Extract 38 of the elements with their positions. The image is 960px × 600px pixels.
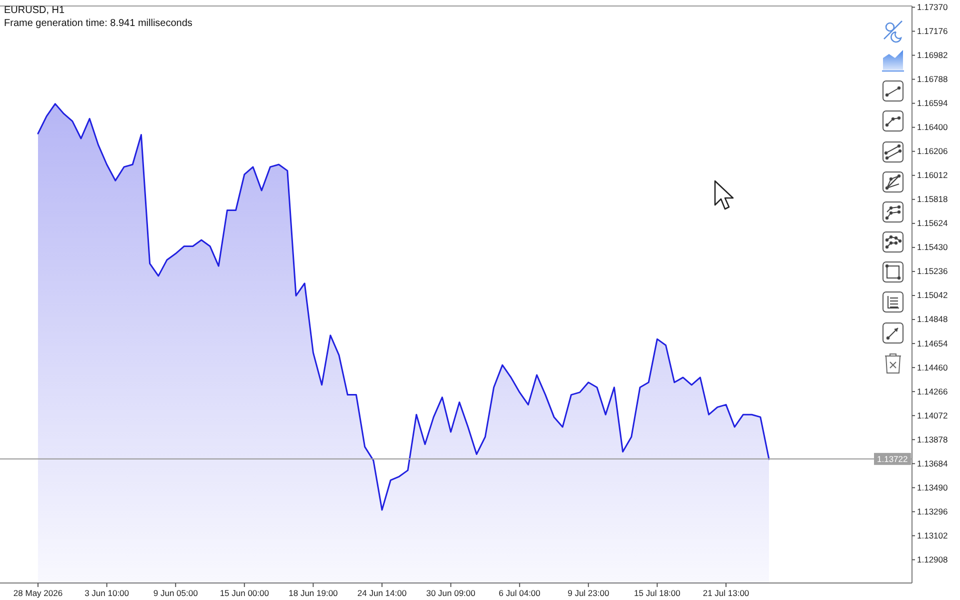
y-tick-label: 1.14072 — [917, 410, 948, 420]
x-tick-label: 15 Jun 00:00 — [220, 588, 270, 598]
x-tick-label: 6 Jul 04:00 — [498, 588, 541, 598]
x-tick-label: 15 Jul 18:00 — [634, 588, 681, 598]
x-tick-label: 9 Jun 05:00 — [153, 588, 198, 598]
y-tick-label: 1.14848 — [917, 314, 948, 324]
y-tick-label: 1.14654 — [917, 338, 948, 348]
chart-title: EURUSD, H1 — [4, 5, 66, 16]
y-tick-label: 1.16594 — [917, 98, 948, 108]
y-tick-label: 1.16982 — [917, 50, 948, 60]
x-tick-label: 9 Jul 23:00 — [568, 588, 610, 598]
x-tick-label: 24 Jun 14:00 — [357, 588, 407, 598]
y-tick-label: 1.16012 — [917, 170, 948, 180]
y-tick-label: 1.15430 — [917, 242, 948, 252]
y-tick-label: 1.13296 — [917, 506, 948, 516]
y-tick-label: 1.13684 — [917, 458, 948, 468]
text: Frame generation time: 8.941 milliseconds — [4, 18, 192, 29]
y-tick-label: 1.16400 — [917, 122, 948, 132]
y-tick-label: 1.14266 — [917, 386, 948, 396]
x-tick-label: 18 Jun 19:00 — [288, 588, 338, 598]
ref-line-label: 1.13722 — [877, 454, 908, 464]
y-tick-label: 1.15818 — [917, 194, 948, 204]
y-tick-label: 1.15624 — [917, 218, 948, 228]
y-tick-label: 1.15042 — [917, 290, 948, 300]
y-tick-label: 1.16206 — [917, 146, 948, 156]
y-tick-label: 1.12908 — [917, 554, 948, 564]
y-tick-label: 1.17176 — [917, 26, 948, 36]
x-tick-label: 21 Jul 13:00 — [702, 588, 750, 598]
y-tick-label: 1.13490 — [917, 482, 948, 492]
x-tick-label: 3 Jun 10:00 — [84, 588, 130, 598]
y-tick-label: 1.15236 — [917, 266, 948, 276]
x-tick-label: 28 May 2026 — [13, 588, 63, 598]
y-tick-label: 1.13102 — [917, 530, 948, 540]
y-tick-label: 1.17370 — [917, 2, 948, 12]
y-tick-label: 1.16788 — [917, 74, 948, 84]
y-tick-label: 1.13878 — [917, 434, 948, 444]
x-tick-label: 30 Jun 09:00 — [426, 588, 476, 598]
y-tick-label: 1.14460 — [917, 362, 948, 372]
